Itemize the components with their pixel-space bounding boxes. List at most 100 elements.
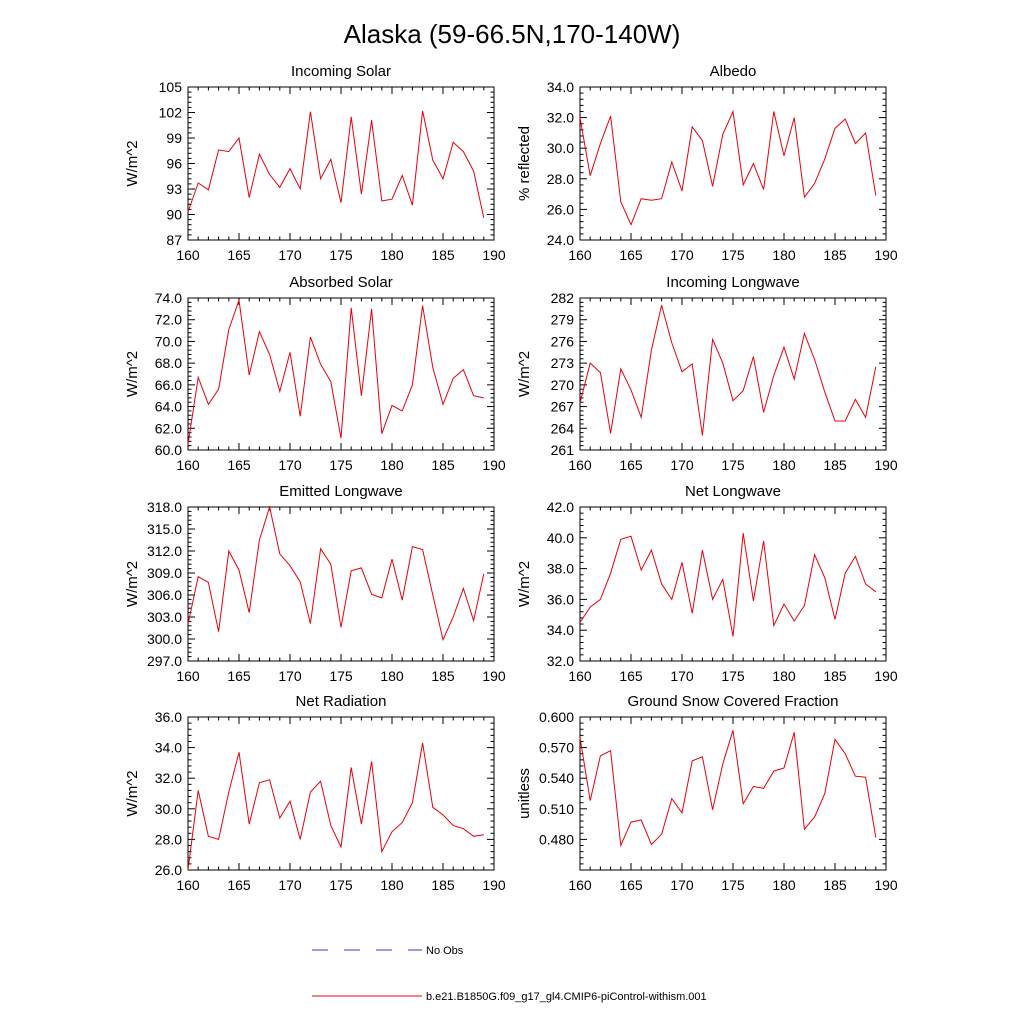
emitted-longwave-ylabel: W/m^2 — [124, 561, 141, 607]
incoming-solar-xtick-label: 170 — [278, 247, 302, 263]
net-longwave-xtick-label: 190 — [874, 668, 898, 684]
net-longwave-xtick-label: 175 — [721, 668, 745, 684]
incoming-solar-title: Incoming Solar — [291, 63, 391, 80]
incoming-solar-ylabel: W/m^2 — [124, 140, 141, 186]
net-longwave-series-line — [579, 533, 877, 637]
net-radiation-xtick-label: 190 — [482, 877, 506, 893]
net-radiation-series-line — [187, 742, 484, 871]
net-longwave-xtick-label: 185 — [823, 668, 847, 684]
emitted-longwave-xtick-label: 180 — [380, 668, 404, 684]
albedo-frame — [579, 86, 887, 241]
incoming-longwave-xtick-label: 185 — [823, 457, 847, 473]
incoming-longwave-ytick-label: 267 — [551, 399, 575, 415]
net-radiation-ylabel: W/m^2 — [124, 770, 141, 816]
incoming-solar-frame — [187, 86, 495, 241]
panel-ground-snow-covered-fraction: 160 165 170 175 180 185 190 0.480 0.510 0.540 0.57… — [516, 693, 898, 893]
legend-label-no-obs: No Obs — [426, 945, 464, 957]
legend-label-model: b.e21.B1850G.f09_g17_gl4.CMIP6-piControl… — [426, 991, 707, 1003]
net-longwave-xtick-label: 160 — [568, 668, 592, 684]
net-radiation-ytick-label: 36.0 — [155, 709, 182, 725]
emitted-longwave-ytick-label: 309.0 — [147, 565, 182, 581]
net-radiation-xtick-label: 165 — [227, 877, 251, 893]
net-radiation-xtick-label: 160 — [176, 877, 200, 893]
absorbed-solar-xtick-label: 160 — [176, 457, 200, 473]
net-longwave-ytick-label: 42.0 — [547, 499, 574, 515]
emitted-longwave-xtick-label: 190 — [482, 668, 506, 684]
net-radiation-ytick-label: 28.0 — [155, 831, 182, 847]
absorbed-solar-ytick-label: 68.0 — [155, 355, 182, 371]
albedo-ytick-label: 24.0 — [547, 232, 574, 248]
albedo-xtick-label: 185 — [823, 247, 847, 263]
ground-snow-covered-fraction-ytick-label: 0.480 — [539, 831, 574, 847]
incoming-longwave-xtick-label: 180 — [772, 457, 796, 473]
incoming-solar-xtick-label: 190 — [482, 247, 506, 263]
net-longwave-frame — [579, 506, 887, 662]
incoming-longwave-xtick-label: 160 — [568, 457, 592, 473]
net-longwave-ytick-label: 38.0 — [547, 561, 574, 577]
incoming-solar-ytick-label: 105 — [159, 79, 183, 95]
panel-incoming-solar: 160 165 170 175 180 185 190 87 90 93 96 99 102 105 Inc… — [124, 63, 506, 263]
absorbed-solar-xtick-label: 185 — [431, 457, 455, 473]
ground-snow-covered-fraction-ytick-label: 0.540 — [539, 770, 574, 786]
ground-snow-covered-fraction-ylabel: unitless — [516, 768, 533, 819]
incoming-longwave-xtick-label: 165 — [619, 457, 643, 473]
incoming-solar-ytick-label: 93 — [166, 181, 182, 197]
absorbed-solar-ytick-label: 72.0 — [155, 312, 182, 328]
emitted-longwave-ytick-label: 315.0 — [147, 521, 182, 537]
net-radiation-ytick-label: 26.0 — [155, 862, 182, 878]
incoming-solar-series-line — [187, 110, 485, 219]
net-radiation-xtick-label: 180 — [380, 877, 404, 893]
incoming-longwave-ytick-label: 261 — [551, 442, 575, 458]
incoming-solar-ytick-label: 90 — [166, 207, 182, 223]
ground-snow-covered-fraction-ytick-label: 0.570 — [539, 740, 574, 756]
incoming-longwave-ytick-label: 279 — [551, 312, 575, 328]
net-longwave-xtick-label: 180 — [772, 668, 796, 684]
net-longwave-ytick-label: 34.0 — [547, 622, 574, 638]
absorbed-solar-xtick-label: 190 — [482, 457, 506, 473]
emitted-longwave-xtick-label: 170 — [278, 668, 302, 684]
absorbed-solar-xtick-label: 180 — [380, 457, 404, 473]
net-longwave-ytick-label: 32.0 — [547, 653, 574, 669]
emitted-longwave-ytick-label: 300.0 — [147, 631, 182, 647]
legend: No Obs b.e21.B1850G.f09_g17_gl4.CMIP6-pi… — [312, 945, 707, 1003]
panel-albedo: 160 165 170 175 180 185 190 24.0 26.0 28.0 30.0 32.… — [516, 63, 898, 263]
incoming-solar-xtick-label: 160 — [176, 247, 200, 263]
absorbed-solar-series-line — [187, 300, 484, 445]
panel-absorbed-solar: 160 165 170 175 180 185 190 60.0 62.0 64.0 66.0 68.… — [124, 274, 506, 473]
emitted-longwave-ytick-label: 297.0 — [147, 653, 182, 669]
absorbed-solar-ytick-label: 66.0 — [155, 377, 182, 393]
absorbed-solar-ylabel: W/m^2 — [124, 351, 141, 397]
ground-snow-covered-fraction-xtick-label: 170 — [670, 877, 694, 893]
albedo-xtick-label: 175 — [721, 247, 745, 263]
incoming-solar-xtick-label: 165 — [227, 247, 251, 263]
panel-incoming-longwave: 160 165 170 175 180 185 190 261 264 267 270 273 276 2… — [516, 274, 898, 473]
net-longwave-xtick-label: 170 — [670, 668, 694, 684]
emitted-longwave-ytick-label: 303.0 — [147, 609, 182, 625]
emitted-longwave-xtick-label: 185 — [431, 668, 455, 684]
emitted-longwave-ytick-label: 306.0 — [147, 587, 182, 603]
absorbed-solar-title: Absorbed Solar — [289, 274, 392, 291]
absorbed-solar-ytick-label: 70.0 — [155, 333, 182, 349]
albedo-series-line — [579, 109, 877, 226]
albedo-title: Albedo — [710, 63, 757, 80]
net-radiation-ytick-label: 30.0 — [155, 801, 182, 817]
emitted-longwave-ytick-label: 318.0 — [147, 499, 182, 515]
ground-snow-covered-fraction-frame — [579, 716, 887, 871]
emitted-longwave-xtick-label: 160 — [176, 668, 200, 684]
ground-snow-covered-fraction-ytick-label: 0.510 — [539, 801, 574, 817]
absorbed-solar-xtick-label: 170 — [278, 457, 302, 473]
panel-net-radiation: 160 165 170 175 180 185 190 26.0 28.0 30.0 32.0 34.… — [124, 693, 506, 893]
incoming-longwave-ylabel: W/m^2 — [516, 351, 533, 397]
incoming-longwave-xtick-label: 170 — [670, 457, 694, 473]
net-longwave-ylabel: W/m^2 — [516, 561, 533, 607]
net-radiation-title: Net Radiation — [296, 693, 387, 710]
albedo-xtick-label: 170 — [670, 247, 694, 263]
ground-snow-covered-fraction-xtick-label: 175 — [721, 877, 745, 893]
albedo-ytick-label: 32.0 — [547, 110, 574, 126]
albedo-ytick-label: 28.0 — [547, 171, 574, 187]
incoming-longwave-series-line — [579, 305, 877, 436]
ground-snow-covered-fraction-xtick-label: 160 — [568, 877, 592, 893]
absorbed-solar-ytick-label: 60.0 — [155, 442, 182, 458]
albedo-ytick-label: 30.0 — [547, 140, 574, 156]
